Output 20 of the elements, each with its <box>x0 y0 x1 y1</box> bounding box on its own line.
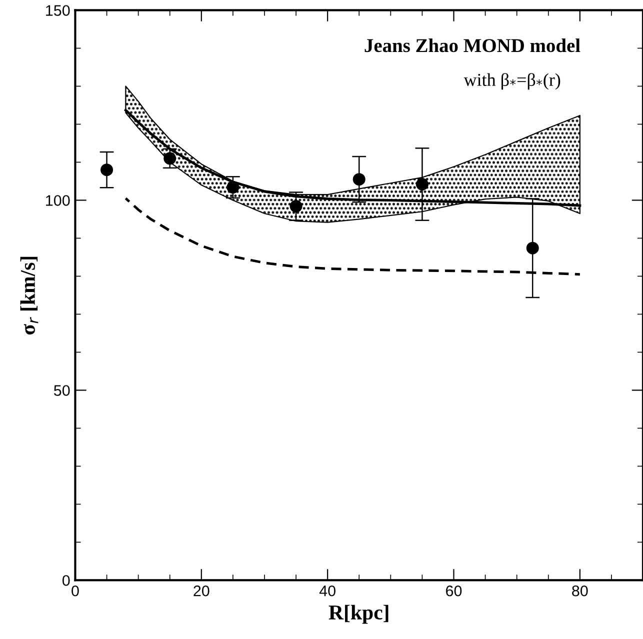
annotation: Jeans Zhao MOND model <box>364 38 580 52</box>
point <box>352 173 366 186</box>
point <box>526 242 539 254</box>
point <box>416 178 428 191</box>
y-tick-label: 100 <box>46 195 70 206</box>
x-tick-label: 0 <box>72 585 79 596</box>
x-tick-label: 80 <box>572 585 588 596</box>
point <box>100 164 114 176</box>
y-axis-title: σ$_{r}$ [km/s] <box>20 256 38 335</box>
point <box>290 200 302 213</box>
annotation: with β$_{*}$=β$_{*}$(r) <box>464 73 560 90</box>
point <box>164 152 176 165</box>
y-tick-label: 150 <box>46 5 70 16</box>
x-tick-label: 40 <box>319 585 336 596</box>
point <box>226 181 240 194</box>
x-axis-title: R[kpc] <box>328 604 388 624</box>
y-tick-label: 0 <box>62 575 70 586</box>
x-tick-label: 60 <box>446 585 462 596</box>
y-tick-label: 50 <box>54 385 70 396</box>
x-tick-label: 20 <box>194 585 210 596</box>
